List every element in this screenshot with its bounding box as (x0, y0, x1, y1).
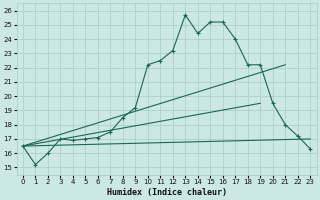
X-axis label: Humidex (Indice chaleur): Humidex (Indice chaleur) (107, 188, 227, 197)
